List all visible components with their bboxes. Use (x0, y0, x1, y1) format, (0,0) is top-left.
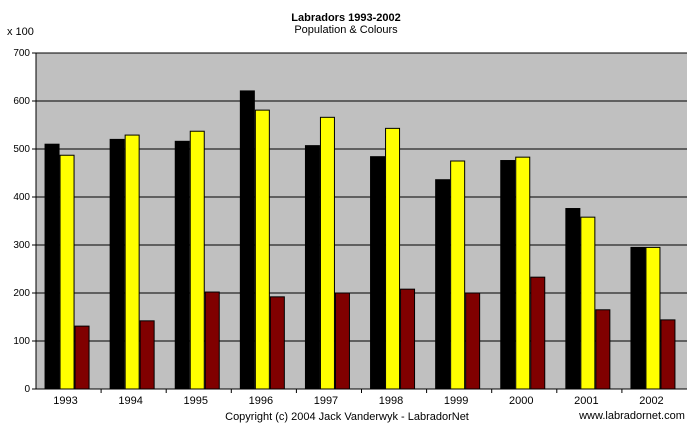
bar-series1-2001 (565, 208, 581, 390)
bar-series2-1999 (450, 160, 466, 390)
bar-series3-1997 (334, 292, 350, 390)
chart-title: Labradors 1993-2002 (291, 12, 400, 24)
y-tick-label: 300 (13, 240, 30, 251)
copyright-footer: Copyright (c) 2004 Jack Vanderwyk - Labr… (225, 411, 469, 423)
bar-series1-1999 (435, 179, 451, 390)
x-tick-label: 2000 (509, 395, 533, 407)
y-tick-label: 200 (13, 288, 30, 299)
x-tick-label: 1998 (379, 395, 403, 407)
bar-series1-2002 (630, 246, 646, 390)
x-tick-label: 2002 (639, 395, 663, 407)
bar-series1-1998 (370, 156, 386, 390)
bar-series1-2000 (500, 160, 516, 390)
bar-series3-1996 (269, 296, 285, 390)
x-tick-label: 1995 (184, 395, 208, 407)
bar-series1-1997 (304, 145, 320, 390)
bar-series1-1993 (44, 143, 60, 390)
bar-series2-1998 (385, 127, 401, 390)
x-axis-ticks: 1993 1994 1995 1996 1997 1998 1999 2000 2001 2002 (53, 389, 664, 407)
bar-series2-2000 (515, 156, 531, 390)
bar-series1-1996 (239, 90, 255, 390)
bar-series3-2000 (530, 276, 546, 390)
x-tick-label: 1997 (314, 395, 338, 407)
y-tick-label: 500 (13, 144, 30, 155)
bar-series3-2002 (660, 319, 676, 390)
y-tick-label: 100 (13, 336, 30, 347)
bar-series2-1993 (59, 154, 75, 390)
bar-series2-1995 (189, 130, 205, 390)
y-axis-label: x 100 (7, 26, 34, 38)
bars (44, 90, 676, 390)
x-tick-label: 1999 (444, 395, 468, 407)
x-tick-label: 1994 (118, 395, 142, 407)
bar-series2-2001 (580, 216, 596, 390)
bar-series3-1998 (400, 288, 416, 390)
bar-series3-1999 (465, 292, 481, 390)
bar-series1-1994 (109, 138, 125, 390)
y-tick-label: 400 (13, 192, 30, 203)
bar-series3-1994 (139, 320, 155, 390)
bar-series3-1995 (204, 291, 220, 390)
bar-series2-2002 (645, 246, 661, 390)
y-tick-label: 0 (24, 384, 30, 395)
y-tick-label: 700 (13, 48, 30, 59)
x-tick-label: 1996 (249, 395, 273, 407)
chart-subtitle: Population & Colours (294, 24, 398, 36)
bar-series3-1993 (74, 325, 90, 390)
bar-series2-1997 (319, 116, 335, 390)
bar-series1-1995 (174, 140, 190, 390)
y-axis-ticks: 0 100 200 300 400 500 600 700 (13, 48, 36, 395)
bar-series3-2001 (595, 309, 611, 390)
x-tick-label: 1993 (53, 395, 77, 407)
website-url: www.labradornet.com (578, 410, 685, 422)
y-tick-label: 600 (13, 96, 30, 107)
bar-series2-1994 (124, 134, 140, 390)
x-tick-label: 2001 (574, 395, 598, 407)
bar-series2-1996 (254, 109, 270, 390)
